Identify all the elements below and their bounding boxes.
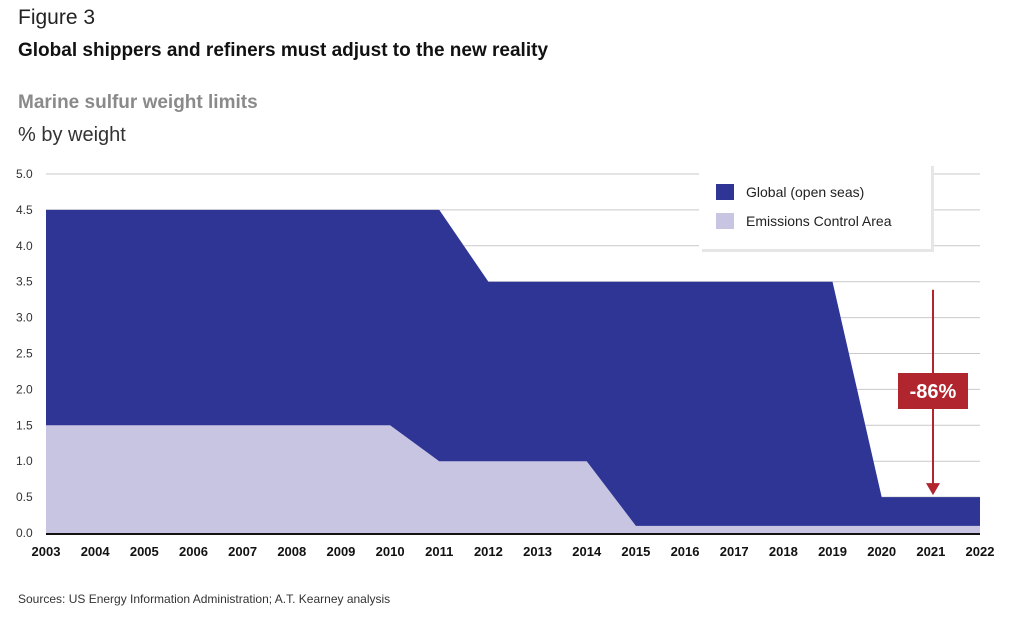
y-tick-label: 3.0 [16,311,33,325]
x-tick-label: 2005 [130,544,159,559]
y-axis-unit-label: % by weight [18,124,126,146]
x-tick-label: 2021 [916,544,945,559]
y-tick-label: 4.0 [16,239,33,253]
legend-label: Emissions Control Area [746,213,892,229]
y-tick-label: 0.0 [16,526,33,540]
x-tick-label: 2008 [277,544,306,559]
y-tick-label: 2.0 [16,382,33,396]
annotation-arrow-head [926,483,940,496]
annotation-label: -86% [910,381,957,403]
annotation-badge [898,373,968,409]
y-tick-label: 1.5 [16,418,33,432]
x-tick-label: 2004 [81,544,111,559]
figure-title: Global shippers and refiners must adjust… [18,40,549,61]
x-tick-label: 2014 [572,544,602,559]
legend-label: Global (open seas) [746,184,864,200]
x-tick-label: 2006 [179,544,208,559]
y-tick-label: 2.5 [16,347,33,361]
x-tick-label: 2022 [966,544,995,559]
x-tick-label: 2013 [523,544,552,559]
x-tick-label: 2019 [818,544,847,559]
x-tick-label: 2012 [474,544,503,559]
y-tick-label: 5.0 [16,167,33,181]
chart-title: Marine sulfur weight limits [18,92,258,113]
x-tick-label: 2020 [867,544,896,559]
source-note: Sources: US Energy Information Administr… [18,592,391,606]
x-tick-label: 2015 [621,544,650,559]
legend [699,163,931,249]
x-tick-label: 2003 [32,544,61,559]
x-tick-label: 2011 [425,544,453,559]
x-tick-label: 2010 [376,544,405,559]
legend-swatch [716,213,734,229]
y-tick-label: 4.5 [16,203,33,217]
x-tick-label: 2009 [326,544,355,559]
y-tick-label: 1.0 [16,454,33,468]
x-tick-label: 2016 [671,544,700,559]
x-tick-label: 2018 [769,544,798,559]
legend-swatch [716,184,734,200]
figure-label: Figure 3 [18,6,96,29]
y-tick-label: 3.5 [16,275,33,289]
emissions-control-area [46,425,980,533]
x-tick-label: 2017 [720,544,749,559]
x-tick-label: 2007 [228,544,257,559]
y-tick-label: 0.5 [16,490,33,504]
